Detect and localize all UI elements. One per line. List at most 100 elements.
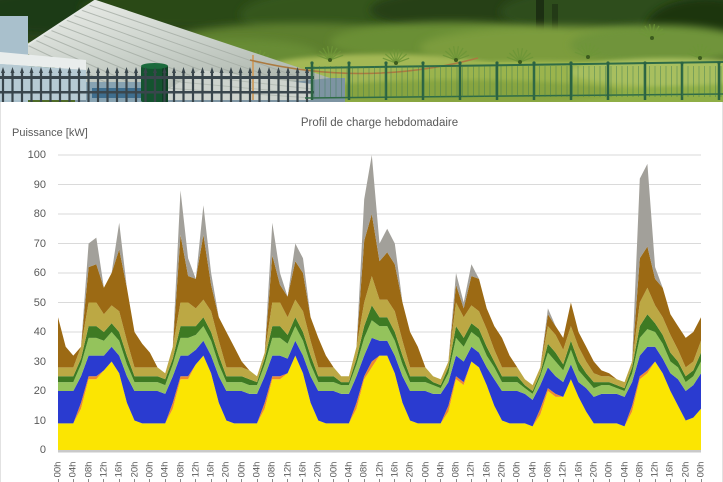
green-tank-top	[141, 63, 168, 69]
x-tick-mark	[348, 479, 350, 482]
x-tick-label: 00h	[418, 454, 432, 482]
x-tick-mark	[394, 479, 396, 482]
x-tick-label-text: 16h	[113, 461, 125, 477]
x-tick-mark	[88, 479, 90, 482]
series-dark-green	[58, 305, 701, 394]
x-tick-label-text: 20h	[496, 461, 508, 477]
x-tick-label-text: 04h	[67, 461, 79, 477]
x-tick-label-text: 04h	[435, 461, 447, 477]
x-tick-label: 00h	[510, 454, 524, 482]
x-tick-label-text: 12h	[465, 461, 477, 477]
x-tick-label-text: 20h	[680, 461, 692, 477]
x-tick-label-text: 00h	[52, 461, 64, 477]
x-tick-mark	[379, 479, 380, 482]
x-tick-label: 00h	[235, 454, 249, 482]
tree-fern	[574, 43, 602, 59]
x-tick-label: 12h	[464, 454, 478, 482]
x-tick-label-text: 08h	[358, 461, 370, 477]
x-tick-label-text: 00h	[419, 461, 431, 477]
series-brown	[58, 214, 701, 386]
x-tick-label: 20h	[128, 454, 142, 482]
tree-fern	[442, 46, 470, 62]
x-tick-label: 04h	[526, 454, 540, 482]
x-tick-label: 00h	[602, 454, 616, 482]
x-tick-label-text: 16h	[664, 461, 676, 477]
x-tick-mark	[363, 479, 365, 482]
x-tick-label-text: 16h	[389, 461, 401, 477]
x-tick-mark	[608, 479, 610, 482]
x-tick-label-text: 12h	[374, 461, 386, 477]
series-blue	[58, 337, 701, 427]
x-tick-label-text: 04h	[618, 461, 630, 477]
x-tick-mark	[623, 479, 625, 482]
x-tick-label-text: 08h	[174, 461, 186, 477]
y-axis-title: Puissance [kW]	[12, 127, 88, 139]
x-tick-label-text: 04h	[251, 461, 263, 477]
tree-fern	[506, 48, 534, 64]
x-tick-mark	[195, 479, 197, 482]
x-tick-mark	[225, 479, 227, 482]
x-tick-label: 04h	[250, 454, 264, 482]
series-yellow	[58, 355, 701, 450]
x-tick-label-text: 20h	[312, 461, 324, 477]
x-tick-label-text: 12h	[649, 461, 661, 477]
x-tick-mark	[317, 479, 319, 482]
x-tick-label: 00h	[694, 454, 708, 482]
x-tick-label-text: 04h	[159, 461, 171, 477]
x-tick-label: 16h	[204, 454, 218, 482]
x-tick-mark	[164, 479, 166, 482]
x-tick-mark	[72, 479, 74, 482]
x-tick-mark	[639, 479, 641, 482]
x-tick-mark	[179, 479, 181, 482]
x-tick-label-text: 04h	[343, 461, 355, 477]
x-tick-label-text: 20h	[129, 461, 141, 477]
x-tick-label: 04h	[66, 454, 80, 482]
x-tick-label-text: 00h	[328, 461, 340, 477]
x-tick-mark	[256, 479, 258, 482]
tree-fern	[638, 24, 666, 40]
x-tick-label: 08h	[541, 454, 555, 482]
x-tick-label: 20h	[495, 454, 509, 482]
x-tick-mark	[333, 479, 335, 482]
x-tick-label: 04h	[342, 454, 356, 482]
x-tick-label: 16h	[296, 454, 310, 482]
palisade-fence	[0, 67, 314, 102]
x-tick-mark	[57, 479, 59, 482]
x-tick-label: 16h	[480, 454, 494, 482]
x-tick-label-text: 00h	[603, 461, 615, 477]
y-tick-label-90: 90	[33, 178, 46, 191]
x-tick-label-text: 08h	[634, 461, 646, 477]
x-tick-label: 12h	[556, 454, 570, 482]
x-tick-mark	[654, 479, 656, 482]
x-tick-label-text: 20h	[404, 461, 416, 477]
x-tick-mark	[700, 479, 702, 482]
series-olive	[58, 276, 701, 391]
x-tick-label: 08h	[633, 454, 647, 482]
x-tick-mark	[593, 479, 595, 482]
x-tick-mark	[149, 479, 151, 482]
x-tick-label: 08h	[82, 454, 96, 482]
x-tick-mark	[562, 479, 564, 482]
y-tick-label-20: 20	[33, 385, 46, 397]
x-tick-mark	[134, 479, 136, 482]
x-tick-label: 00h	[143, 454, 157, 482]
site-photo	[0, 0, 723, 102]
x-tick-label: 12h	[97, 454, 111, 482]
x-tick-label: 00h	[327, 454, 341, 482]
tree-fern	[382, 49, 410, 65]
y-tick-label-70: 70	[33, 237, 46, 250]
x-tick-label: 04h	[158, 454, 172, 482]
x-tick-label: 16h	[572, 454, 586, 482]
y-tick-label-100: 100	[27, 149, 46, 161]
x-tick-label-text: 16h	[481, 461, 493, 477]
x-tick-label-text: 12h	[557, 461, 569, 477]
x-tick-label-text: 12h	[282, 461, 294, 477]
x-tick-label: 16h	[663, 454, 677, 482]
x-tick-label: 00h	[51, 454, 65, 482]
x-tick-label-text: 16h	[205, 461, 217, 477]
x-tick-label-text: 12h	[190, 461, 202, 477]
x-tick-label: 12h	[189, 454, 203, 482]
x-tick-label: 20h	[587, 454, 601, 482]
x-tick-mark	[486, 479, 488, 482]
